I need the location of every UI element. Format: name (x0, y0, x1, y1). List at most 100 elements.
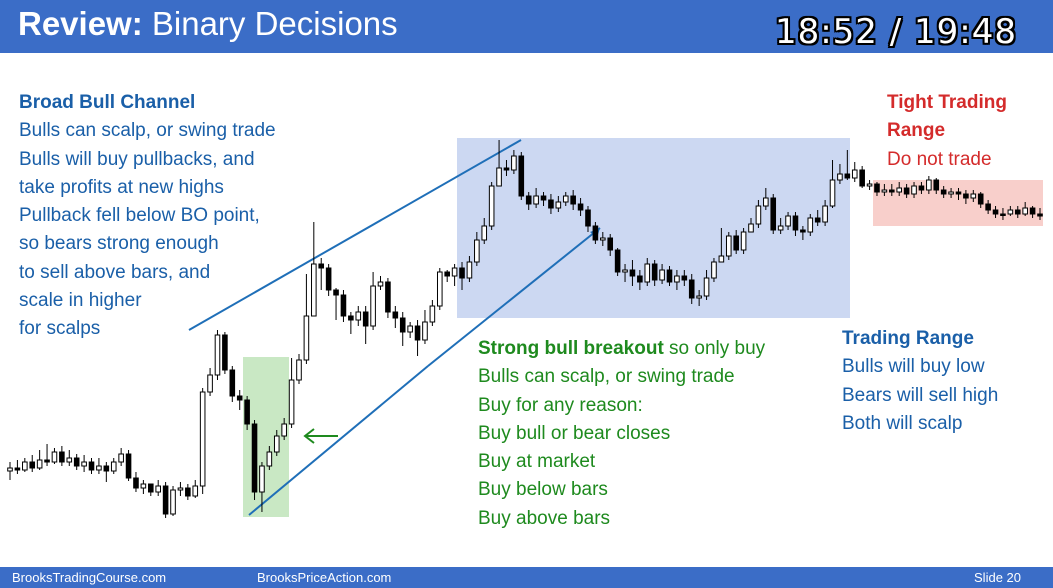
candle-body (36, 459, 43, 469)
candle-body (133, 477, 139, 489)
candle (214, 330, 221, 380)
candle-body (110, 461, 117, 472)
candle-body (155, 485, 161, 493)
candle (785, 212, 791, 230)
candle (644, 258, 651, 286)
candle-body (511, 155, 517, 171)
candle-body (266, 451, 273, 467)
candle (577, 198, 584, 216)
broad-bull-channel-line: Bulls can scalp, or swing trade (19, 120, 276, 142)
candle (288, 358, 295, 428)
candle-body (659, 269, 665, 281)
trading-range-heading: Trading Range (842, 328, 974, 349)
candle (977, 192, 984, 208)
candle-body (711, 261, 717, 279)
candle (14, 460, 21, 474)
broad-bull-channel-heading: Broad Bull Channel (19, 92, 196, 113)
footer-left-link[interactable]: BrooksTradingCourse.com (12, 570, 167, 585)
candle-body (518, 155, 525, 197)
candle-body (903, 187, 910, 195)
candle (96, 458, 102, 474)
trading-range-line: Bulls will buy low (842, 356, 985, 378)
candle (874, 182, 880, 196)
candle-body (777, 225, 784, 231)
candle (607, 234, 614, 256)
candle (777, 218, 784, 234)
candle (399, 312, 406, 346)
candle-body (666, 269, 673, 283)
candle-body (577, 203, 584, 211)
candle-body (896, 187, 903, 193)
candle (192, 480, 199, 498)
candle-body (199, 391, 206, 487)
candle-body (466, 261, 473, 279)
channel-lower-line (248, 365, 429, 516)
candle-body (600, 237, 606, 241)
candle (948, 188, 954, 198)
candle-body (481, 225, 488, 241)
candle-body (318, 263, 325, 269)
candle (540, 192, 547, 206)
candle-body (125, 453, 132, 479)
candle-body (377, 281, 384, 287)
candle-body (629, 269, 636, 277)
candle (266, 446, 273, 470)
candle-body (525, 195, 532, 205)
candle (837, 164, 843, 184)
candle-body (1029, 207, 1036, 215)
candle (763, 188, 769, 210)
candle-body (459, 267, 465, 279)
candle (118, 448, 124, 466)
candle (392, 306, 399, 328)
candle (7, 462, 13, 480)
strong-bull-breakout-line: Bulls can scalp, or swing trade (478, 366, 735, 388)
broad-bull-channel-note: Broad Bull Channel Bulls can scalp, or s… (19, 89, 276, 344)
candle-body (548, 199, 554, 209)
channel-lower-line-2 (427, 227, 601, 367)
candle-body (740, 231, 747, 251)
candle (236, 390, 243, 410)
candle-body (1000, 213, 1006, 216)
candle-body (348, 315, 354, 321)
candle-body (963, 193, 969, 199)
tight-trading-range-heading-1: Tight Trading (887, 92, 1007, 113)
candle (903, 184, 910, 198)
slide-title-rest: Binary Decisions (142, 5, 398, 42)
candle (51, 448, 58, 464)
candle (814, 210, 821, 226)
candle (496, 140, 502, 187)
candle-body (303, 315, 310, 361)
candle-body (585, 209, 591, 227)
candle-body (311, 263, 317, 317)
footer-center-link[interactable]: BrooksPriceAction.com (257, 570, 392, 585)
candle (436, 268, 443, 310)
candle-body (555, 201, 562, 209)
candle (199, 388, 206, 494)
candle (666, 266, 673, 286)
candle-body (288, 379, 295, 425)
candle (414, 320, 421, 356)
candle-body (874, 183, 880, 193)
candle (22, 458, 28, 472)
candle-body (436, 271, 443, 307)
candle-body (985, 203, 991, 211)
candle-body (362, 311, 369, 327)
candle (525, 192, 532, 210)
candle (955, 188, 962, 200)
candle (451, 264, 458, 286)
candle (881, 184, 888, 196)
candle (155, 480, 161, 496)
trading-range-line: Bears will sell high (842, 384, 999, 406)
candle (740, 228, 747, 254)
candle-body (451, 267, 458, 277)
candle-body (889, 189, 895, 193)
candle-body (814, 217, 821, 223)
tight-trading-range-heading-2: Range (887, 120, 946, 142)
candle-body (51, 451, 58, 463)
candle-body (244, 399, 250, 425)
strong-bull-breakout-line: Buy bull or bear closes (478, 422, 671, 444)
candle-body (918, 185, 925, 191)
candle-body (474, 239, 480, 263)
candle-body (118, 453, 124, 463)
candle (770, 194, 777, 234)
